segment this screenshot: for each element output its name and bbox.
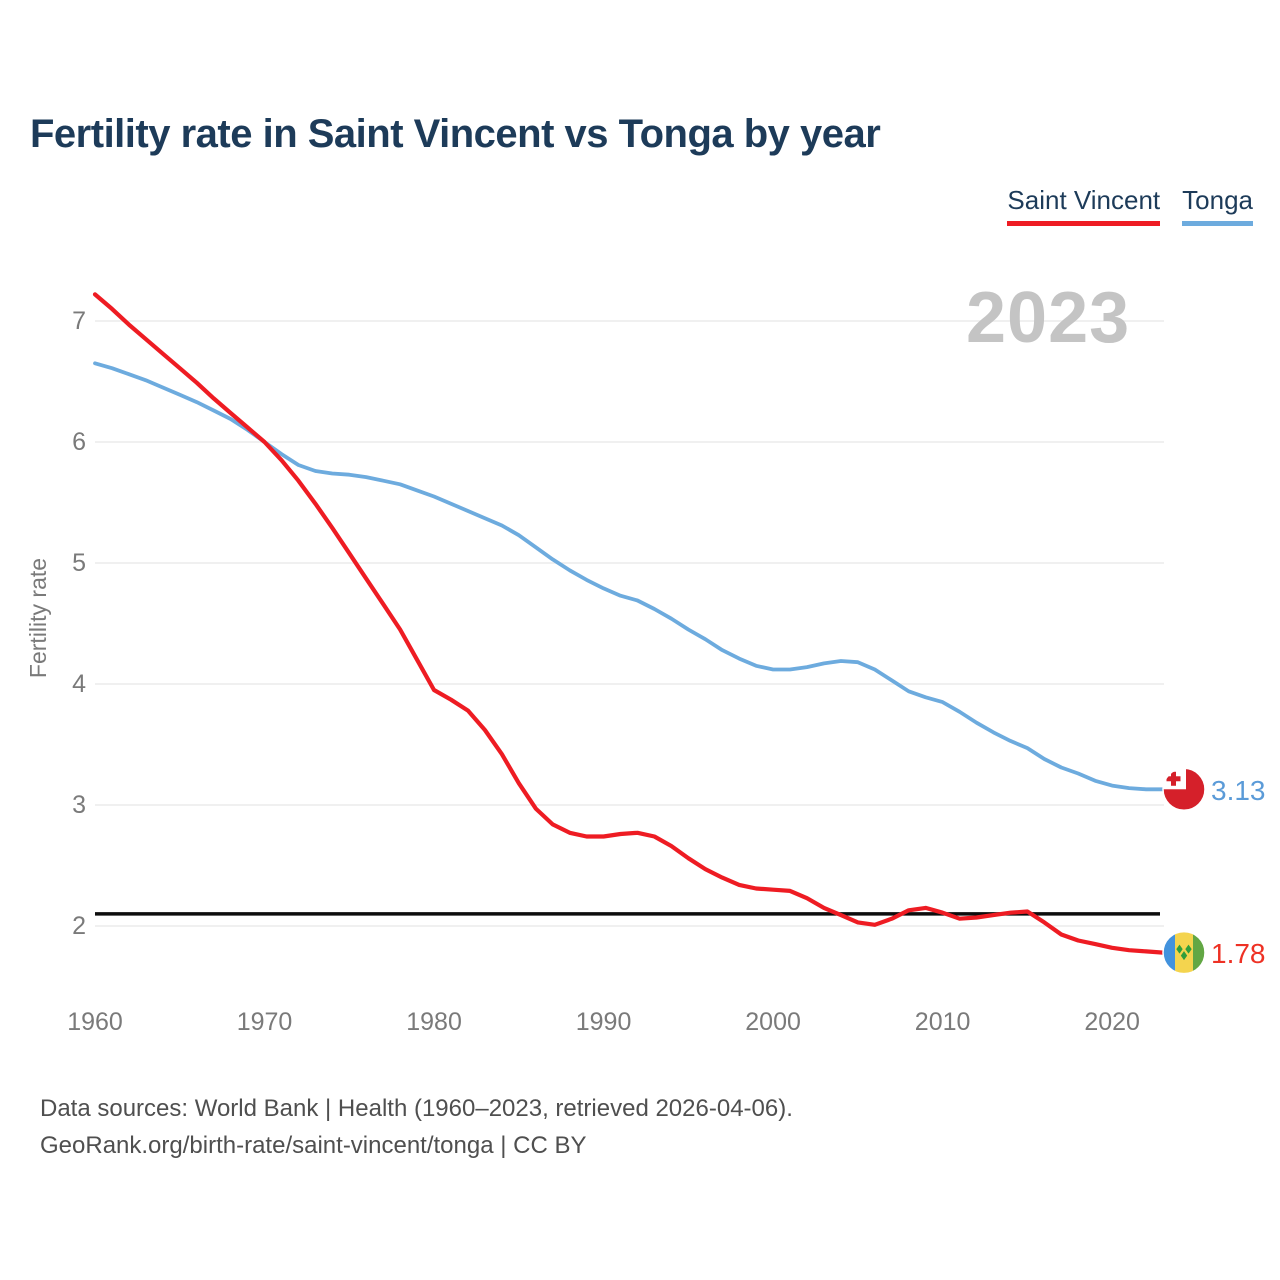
x-tick-1960: 1960: [67, 1008, 123, 1036]
saint-vincent-end-value-label: 1.78: [1211, 938, 1266, 969]
footer: Data sources: World Bank | Health (1960–…: [40, 1090, 793, 1164]
y-tick-2: 2: [72, 912, 86, 940]
year-watermark: 2023: [966, 278, 1131, 358]
x-tick-2000: 2000: [745, 1008, 801, 1036]
x-tick-1970: 1970: [237, 1008, 293, 1036]
legend-item-tonga[interactable]: Tonga: [1182, 185, 1253, 226]
y-tick-6: 6: [72, 428, 86, 456]
y-tick-5: 5: [72, 549, 86, 577]
data-sources-line: Data sources: World Bank | Health (1960–…: [40, 1095, 793, 1122]
page-title: Fertility rate in Saint Vincent vs Tonga…: [30, 112, 881, 156]
legend-item-saint-vincent[interactable]: Saint Vincent: [1007, 185, 1161, 226]
x-tick-1980: 1980: [406, 1008, 462, 1036]
y-axis-label: Fertility rate: [25, 558, 51, 678]
attribution-line: GeoRank.org/birth-rate/saint-vincent/ton…: [40, 1132, 587, 1159]
fertility-line-chart: 2 3 4 5 6 7 1960 1970 1980 1990 2000 2010 2020 Fertil…: [25, 292, 1266, 1036]
legend: Saint Vincent Tonga: [1007, 185, 1253, 226]
x-tick-1990: 1990: [576, 1008, 632, 1036]
saint-vincent-flag-icon: [1162, 930, 1206, 975]
x-tick-2010: 2010: [915, 1008, 971, 1036]
x-tick-2020: 2020: [1084, 1008, 1140, 1036]
tonga-flag-icon: [1162, 767, 1206, 812]
y-tick-4: 4: [72, 670, 86, 698]
series-line-saint-vincent: [92, 292, 1166, 955]
series-line-tonga: [93, 361, 1165, 792]
plot-area: 2 3 4 5 6 7 1960 1970 1980 1990 2000 2010 2020 Fertil…: [25, 292, 1166, 1036]
y-tick-3: 3: [72, 791, 86, 819]
tonga-end-value-label: 3.13: [1211, 775, 1266, 806]
y-tick-7: 7: [72, 307, 86, 335]
